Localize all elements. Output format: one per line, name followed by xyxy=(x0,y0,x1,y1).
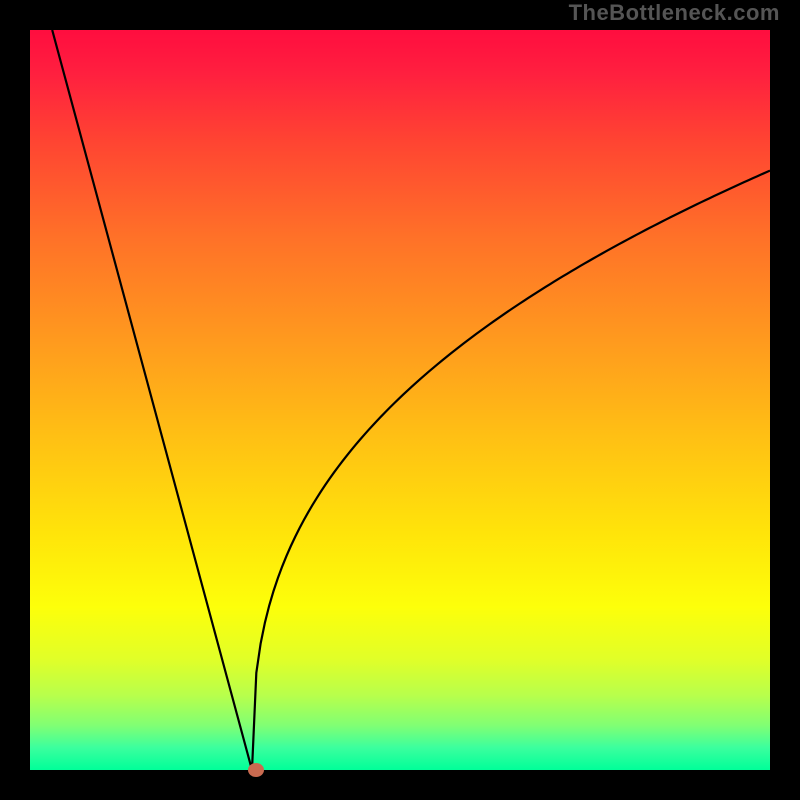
plot-area xyxy=(30,30,770,770)
minimum-marker xyxy=(248,763,264,777)
canvas-root: TheBottleneck.com xyxy=(0,0,800,800)
bottleneck-curve xyxy=(30,30,770,770)
curve-path xyxy=(52,30,770,770)
watermark-text: TheBottleneck.com xyxy=(569,0,780,26)
